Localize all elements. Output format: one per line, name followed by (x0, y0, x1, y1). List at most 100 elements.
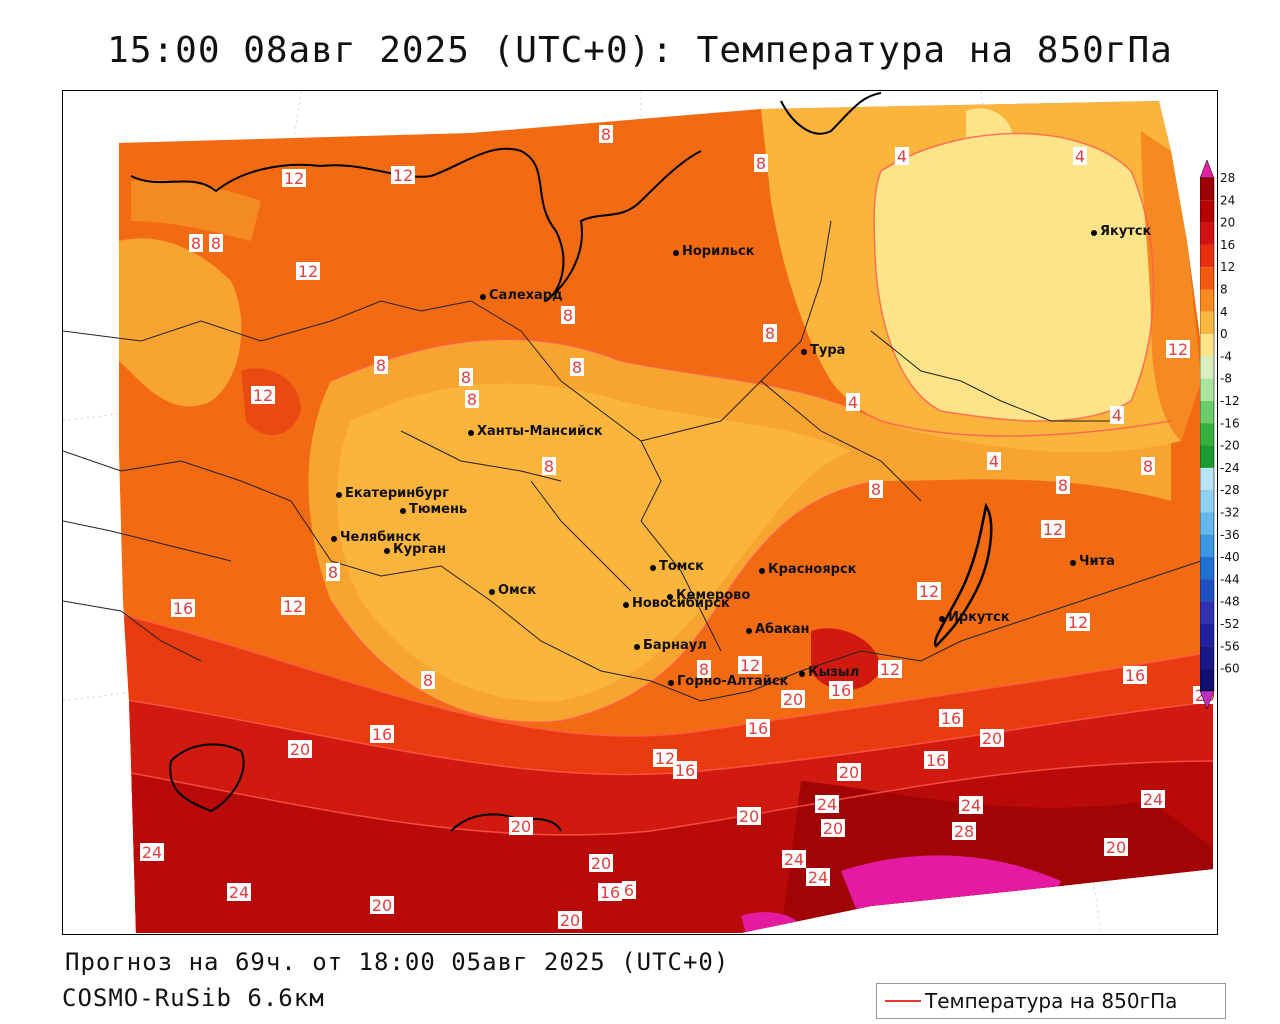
isoline-value: 8 (423, 671, 433, 690)
isoline-label-bg (952, 822, 976, 840)
isoline-label: 8 (869, 480, 883, 499)
city-marker: Чита (1070, 554, 1115, 569)
isoline-label: 8 (189, 234, 203, 253)
isoline-label-bg (782, 850, 806, 868)
isoline-label: 4 (1073, 147, 1087, 166)
isoline-label: 12 (738, 656, 762, 675)
city-dot (623, 602, 629, 608)
isoline-label: 12 (653, 749, 677, 768)
cities-layer: Норильск Якутск Салехард Тура Ханты-Мансийск… (331, 224, 1152, 689)
city-marker: Горно-Алтайск (668, 674, 789, 689)
city-dot (489, 589, 495, 595)
forecast-info: Прогноз на 69ч. от 18:00 05авг 2025 (UTC… (65, 948, 730, 976)
colorbar-tick-label: -12 (1220, 394, 1240, 408)
city-marker: Красноярск (759, 562, 857, 577)
isoline-label-bg (296, 262, 320, 280)
city-label: Иркутск (948, 610, 1010, 625)
city-marker: Тура (801, 343, 845, 358)
isoline-value: 20 (739, 807, 759, 826)
colorbar-tick-label: 4 (1220, 305, 1228, 319)
isoline-label-bg (821, 819, 845, 837)
isoline-label: 24 (140, 843, 164, 862)
isoline-label: 20 (509, 817, 533, 836)
colorbar-segment (1200, 334, 1214, 357)
isoline-label: 16 (370, 725, 394, 744)
city-marker: Новосибирск (623, 596, 730, 611)
isoline-label-bg (837, 763, 861, 781)
city-marker: Екатеринбург (336, 486, 449, 501)
colorbar-segment (1200, 356, 1214, 379)
city-label: Ханты-Мансийск (477, 424, 603, 439)
city-label: Чита (1079, 554, 1115, 569)
isoline-value: 20 (982, 729, 1002, 748)
isoline-label: 4 (895, 147, 909, 166)
admin-borders (63, 220, 1202, 702)
colorbar-tick-label: 0 (1220, 327, 1228, 341)
isoline-label: 8 (754, 154, 768, 173)
city-dot (336, 492, 342, 498)
isoline-label: 8 (542, 457, 556, 476)
isoline-label-bg (598, 883, 622, 901)
isoline-value: 12 (284, 169, 304, 188)
isoline-value: 8 (461, 368, 471, 387)
city-marker: Кызыл (799, 665, 859, 680)
isoline-value: 24 (1143, 790, 1163, 809)
isoline-label-bg (189, 234, 203, 252)
isoline-label: 8 (561, 306, 575, 325)
colorbar-tick-label: -52 (1220, 617, 1240, 631)
isoline-value: 12 (283, 597, 303, 616)
isoline-value: 12 (655, 749, 675, 768)
isoline-label: 16 (171, 599, 195, 618)
isoline-value: 4 (848, 393, 858, 412)
city-dot (468, 430, 474, 436)
isoline-label: 20 (837, 763, 861, 782)
isoline-label-bg (806, 868, 830, 886)
city-dot (801, 349, 807, 355)
isoline-label: 8 (697, 660, 711, 679)
isoline-label: 16 (673, 761, 697, 780)
isoline-label-bg (895, 147, 909, 165)
isoline-label-bg (370, 725, 394, 743)
isoline-label-bg (288, 740, 312, 758)
isoline-label-bg (509, 817, 533, 835)
colorbar-segment (1200, 534, 1214, 558)
isoline-label: 12 (296, 262, 320, 281)
isoline-label-bg (391, 166, 415, 184)
isoline-value: 4 (897, 147, 907, 166)
isoline-label: 16 (924, 751, 948, 770)
isoline-value: 4 (1112, 406, 1122, 425)
city-label: Салехард (489, 288, 563, 303)
isoline-label-bg (697, 660, 711, 678)
colorbar-tick-label: -20 (1220, 439, 1240, 453)
isoline-label-bg (1166, 340, 1190, 358)
isoline-value: 16 (173, 599, 193, 618)
city-label: Челябинск (340, 530, 421, 545)
city-label: Абакан (755, 622, 810, 637)
isoline-label-bg (673, 761, 697, 779)
city-label: Курган (393, 542, 446, 557)
city-dot (759, 568, 765, 574)
isoline-label: 12 (391, 166, 415, 185)
colorbar-segment (1200, 423, 1214, 446)
isoline-label: 8 (1056, 476, 1070, 495)
colorbar-segment (1200, 668, 1214, 691)
isoline-value: 12 (880, 660, 900, 679)
isoline-label-bg (599, 125, 613, 143)
isoline-label-bg (829, 681, 853, 699)
isoline-label-bg (140, 843, 164, 861)
colorbar-segment (1200, 311, 1214, 335)
isoline-value: 16 (926, 751, 946, 770)
isoline-label-bg (1110, 406, 1124, 424)
isoline-label-bg (987, 452, 1001, 470)
isoline-value: 6 (624, 881, 634, 900)
isoline-value: 8 (467, 390, 477, 409)
city-label: Новосибирск (632, 596, 730, 611)
isoline-label-bg (959, 796, 983, 814)
city-label: Екатеринбург (345, 486, 449, 501)
isoline-label-bg (558, 911, 582, 929)
isoline-label-bg (570, 358, 584, 376)
city-label: Омск (498, 583, 536, 598)
isoline-value: 12 (1068, 613, 1088, 632)
isoline-label: 4 (987, 452, 1001, 471)
city-label: Норильск (682, 244, 755, 259)
